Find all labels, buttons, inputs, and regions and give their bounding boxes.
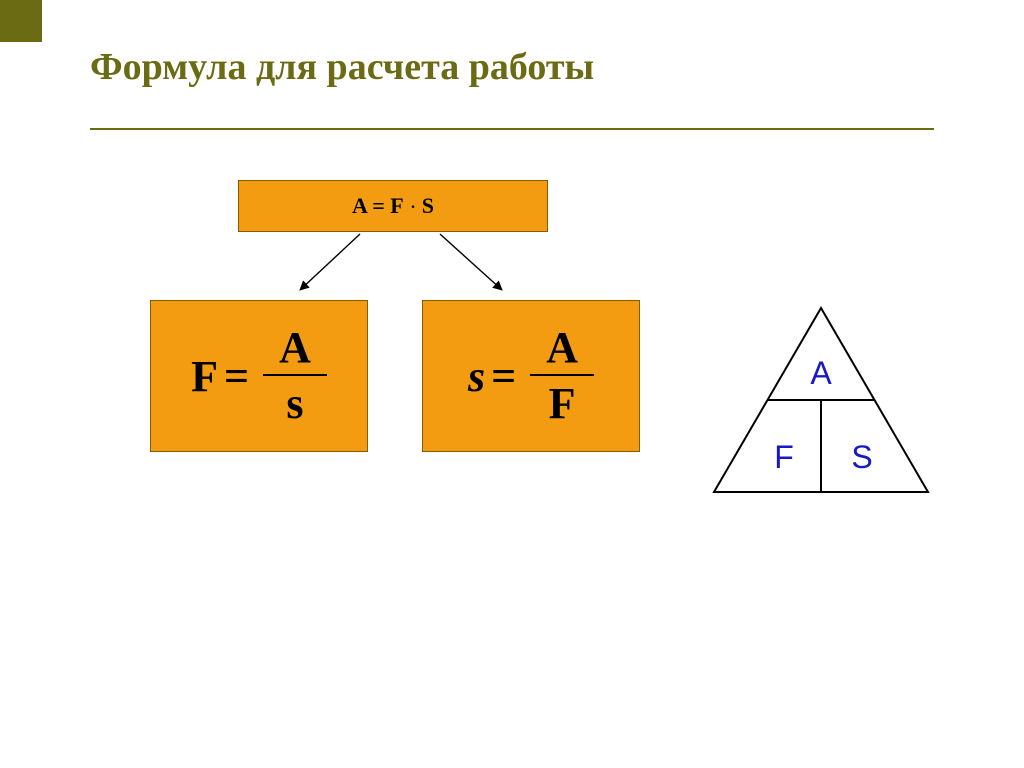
formula-triangle: A F S <box>706 300 936 500</box>
formula-box-left: F = A s <box>150 300 368 452</box>
arrow-right-icon <box>440 234 502 290</box>
formula-left-lhs: F <box>191 351 224 402</box>
arrow-left-icon <box>300 234 360 290</box>
formula-top-eq: = <box>372 193 390 218</box>
formula-left-eq: = <box>224 351 263 402</box>
formula-left-fraction: A s <box>263 326 327 426</box>
corner-square-icon <box>0 0 42 42</box>
formula-top: A = F · S <box>352 193 434 219</box>
formula-top-lhs: A <box>352 193 367 218</box>
formula-right-fraction: A F <box>530 326 594 426</box>
formula-right-num: A <box>530 326 594 374</box>
formula-left-num: A <box>263 326 327 374</box>
formula-top-r1: F <box>390 193 403 218</box>
page-title: Формула для расчета работы <box>90 45 594 89</box>
formula-right-den: F <box>533 376 592 426</box>
formula-right: s = A F <box>468 326 594 426</box>
formula-top-r2: S <box>422 193 434 218</box>
triangle-label-f: F <box>774 439 794 475</box>
operator-dot-icon: · <box>408 199 421 216</box>
triangle-label-a: A <box>810 355 832 391</box>
formula-left-den: s <box>270 376 319 426</box>
formula-box-right: s = A F <box>422 300 640 452</box>
formula-right-lhs: s <box>468 351 491 402</box>
derivation-arrows <box>240 232 560 302</box>
formula-right-eq: = <box>491 351 530 402</box>
title-underline <box>90 128 934 130</box>
triangle-label-s: S <box>851 439 872 475</box>
formula-box-top: A = F · S <box>238 180 548 232</box>
formula-left: F = A s <box>191 326 327 426</box>
